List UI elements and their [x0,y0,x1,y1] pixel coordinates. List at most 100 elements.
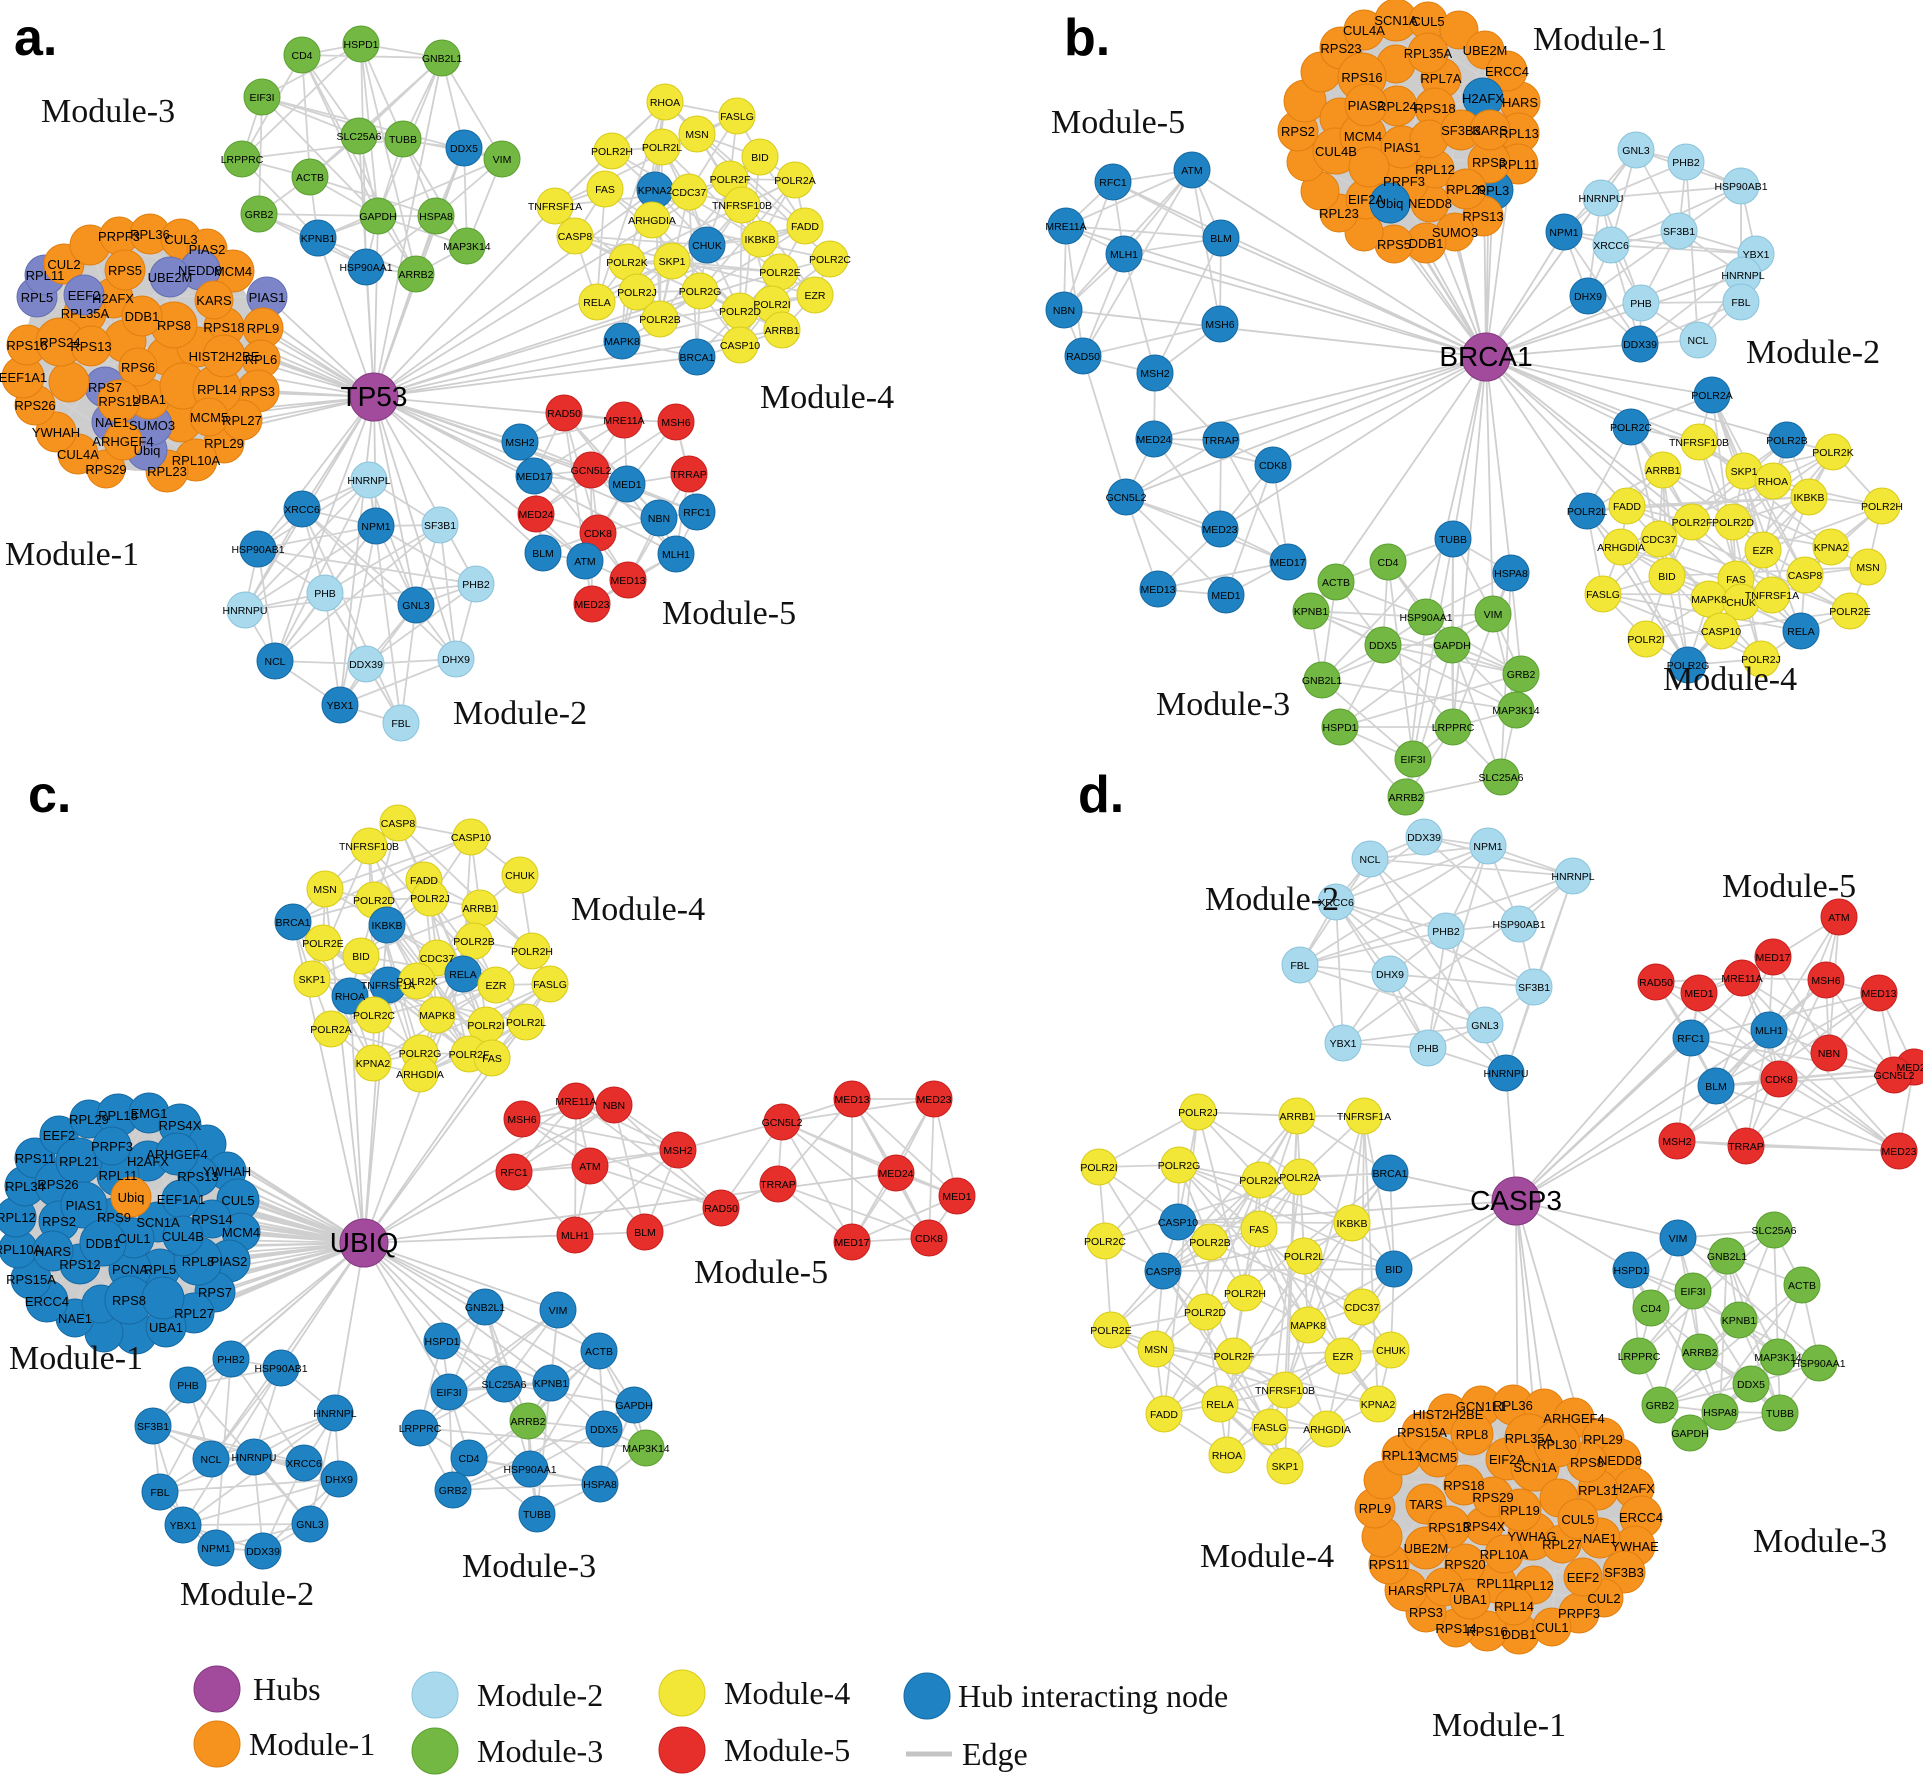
svg-text:TUBB: TUBB [1766,1408,1794,1420]
svg-text:RPL27: RPL27 [222,413,262,428]
svg-text:BRCA1: BRCA1 [1372,1168,1407,1180]
svg-text:RPS16: RPS16 [6,338,47,353]
svg-text:POLR2L: POLR2L [1284,1251,1324,1263]
svg-text:DDX5: DDX5 [590,1424,618,1436]
svg-text:CUL1: CUL1 [117,1231,150,1246]
svg-text:CDC37: CDC37 [1642,534,1677,546]
svg-text:RPS2: RPS2 [1281,124,1315,139]
svg-text:b.: b. [1064,9,1110,67]
svg-text:RHOA: RHOA [335,991,365,1003]
svg-text:IKBKB: IKBKB [372,920,403,932]
svg-text:SF3B1: SF3B1 [1518,982,1550,994]
svg-text:CDC37: CDC37 [1345,1302,1380,1314]
svg-text:CUL5: CUL5 [221,1193,254,1208]
svg-text:POLR2H: POLR2H [511,946,553,958]
svg-text:MSN: MSN [1856,562,1879,574]
svg-text:Module-5: Module-5 [662,595,796,632]
svg-text:FASLG: FASLG [720,111,754,123]
svg-text:RPL35A: RPL35A [1404,46,1453,61]
svg-text:ARRB1: ARRB1 [1645,465,1680,477]
svg-text:RPS14: RPS14 [191,1212,232,1227]
svg-text:XRCC6: XRCC6 [1593,240,1629,252]
svg-text:EEF1A1: EEF1A1 [0,370,47,385]
svg-text:FADD: FADD [1150,1409,1178,1421]
svg-text:Module-4: Module-4 [1200,1538,1334,1575]
svg-text:PIAS2: PIAS2 [189,242,226,257]
svg-text:HNRNPU: HNRNPU [1579,193,1624,205]
svg-text:VIM: VIM [1669,1233,1688,1245]
svg-text:RPL21: RPL21 [59,1154,99,1169]
svg-text:SKP1: SKP1 [659,256,686,268]
svg-text:EEF2: EEF2 [43,1128,76,1143]
svg-text:HSP90AB1: HSP90AB1 [1714,181,1767,193]
svg-text:Ubiq: Ubiq [118,1190,145,1205]
svg-text:BLM: BLM [1210,233,1232,245]
svg-text:SUMO3: SUMO3 [129,418,175,433]
svg-text:FASLG: FASLG [533,979,567,991]
svg-text:MSH2: MSH2 [1140,368,1169,380]
svg-text:RPS11: RPS11 [1369,1557,1409,1572]
svg-text:CUL3: CUL3 [164,232,197,247]
svg-text:HSPD1: HSPD1 [343,39,378,51]
svg-text:LRPPRC: LRPPRC [1618,1351,1661,1363]
svg-text:FBL: FBL [1290,960,1309,972]
svg-text:RELA: RELA [449,969,476,981]
svg-text:POLR2C: POLR2C [353,1010,395,1022]
svg-text:POLR2F: POLR2F [710,174,751,186]
svg-text:GCN5L2: GCN5L2 [1874,1070,1915,1082]
svg-text:RPL10A: RPL10A [1480,1547,1529,1562]
svg-text:MSH2: MSH2 [505,437,534,449]
svg-text:ARRB1: ARRB1 [764,325,799,337]
svg-text:GNB2L1: GNB2L1 [1707,1251,1747,1263]
svg-text:ARRB2: ARRB2 [1388,792,1423,804]
svg-text:HSP90AB1: HSP90AB1 [254,1363,307,1375]
svg-text:SF3B3: SF3B3 [1604,1565,1644,1580]
svg-text:MCM4: MCM4 [214,264,252,279]
svg-text:ARHGDIA: ARHGDIA [628,215,676,227]
svg-text:POLR2B: POLR2B [1766,435,1807,447]
svg-text:BID: BID [1385,1264,1403,1276]
svg-text:GNB2L1: GNB2L1 [1302,675,1342,687]
svg-text:H2AFX: H2AFX [127,1154,169,1169]
svg-text:RPS15A: RPS15A [1397,1425,1447,1440]
svg-text:RPS4X: RPS4X [159,1118,202,1133]
svg-text:RPS26: RPS26 [37,1177,78,1192]
svg-text:RELA: RELA [583,297,610,309]
svg-text:BLM: BLM [1705,1081,1727,1093]
svg-text:MCM4: MCM4 [222,1225,260,1240]
svg-text:RPL35A: RPL35A [1505,1431,1554,1446]
svg-text:H2AFX: H2AFX [92,291,134,306]
svg-text:GNL3: GNL3 [1622,145,1650,157]
svg-text:PHB2: PHB2 [462,579,490,591]
svg-text:SUMO3: SUMO3 [1432,225,1478,240]
svg-text:TARS: TARS [1409,1497,1443,1512]
svg-text:EIF3I: EIF3I [1680,1286,1705,1298]
svg-text:RPL30: RPL30 [1537,1437,1577,1452]
svg-text:RFC1: RFC1 [1099,177,1127,189]
svg-text:H2AFX: H2AFX [1613,1481,1655,1496]
svg-text:POLR2K: POLR2K [606,257,647,269]
svg-text:RFC1: RFC1 [683,507,711,519]
svg-text:Module-1: Module-1 [5,536,139,573]
svg-text:YWHAE: YWHAE [1611,1539,1659,1554]
svg-text:RPL8: RPL8 [182,1254,215,1269]
svg-text:GNL3: GNL3 [1471,1020,1499,1032]
svg-text:ATM: ATM [1828,912,1849,924]
svg-text:MED1: MED1 [612,479,641,491]
svg-text:CHUK: CHUK [692,240,722,252]
svg-text:RPL14: RPL14 [197,382,237,397]
svg-text:SKP1: SKP1 [1731,466,1758,478]
svg-text:MAP3K14: MAP3K14 [1492,705,1539,717]
svg-text:DHX9: DHX9 [325,1474,353,1486]
svg-text:POLR2E: POLR2E [1829,606,1870,618]
svg-text:RPS3: RPS3 [241,384,275,399]
svg-text:CUL2: CUL2 [1587,1591,1620,1606]
svg-text:RPL29: RPL29 [1583,1432,1623,1447]
svg-text:UBIQ: UBIQ [330,1227,398,1258]
svg-text:POLR2G: POLR2G [1667,660,1710,672]
svg-text:RPS26: RPS26 [14,398,55,413]
svg-text:RPL19: RPL19 [1500,1503,1540,1518]
svg-text:RPL9: RPL9 [247,321,280,336]
svg-text:MAPK8: MAPK8 [1290,1320,1326,1332]
svg-text:GCN1L1: GCN1L1 [1456,1399,1507,1414]
